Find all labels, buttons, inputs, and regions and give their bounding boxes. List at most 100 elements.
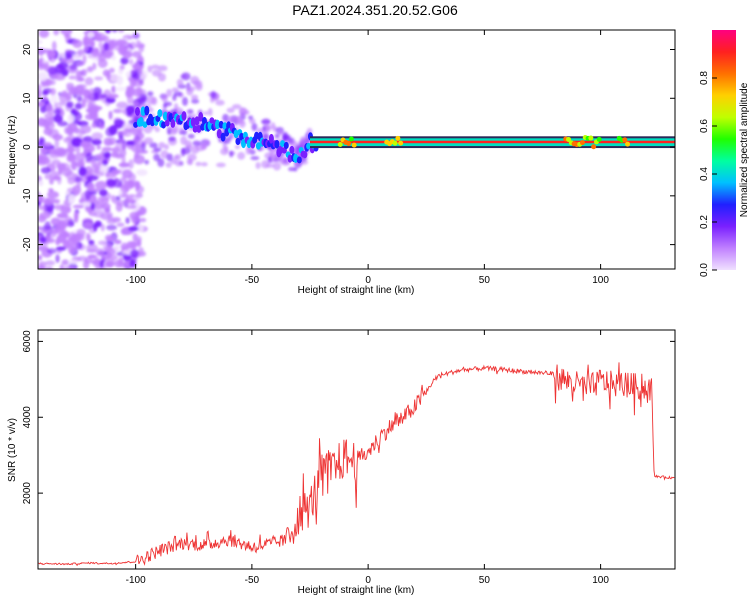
spectrogram-blob (120, 243, 129, 250)
spectrogram-blob (61, 259, 70, 266)
spectrogram-blob (124, 184, 130, 193)
spectrogram-blob (138, 251, 147, 257)
spectrogram-blob (108, 137, 117, 145)
spectrogram-blob (40, 197, 49, 204)
spectrogram-blob (118, 189, 123, 197)
spectrogram-blob (38, 30, 50, 38)
spectrogram-ridge-blob (192, 125, 198, 133)
spectrogram-blob (45, 80, 50, 86)
spectrogram-blob (49, 79, 56, 86)
spectrogram-blob (235, 115, 240, 125)
spectrogram-band-blob (351, 142, 357, 148)
spectrogram-y-tick-label: -20 (22, 237, 33, 252)
spectrogram-blob (38, 245, 49, 252)
spectrogram-blob (114, 86, 127, 92)
spectrogram-blob (52, 134, 63, 141)
colorbar-tick-label: 0.8 (699, 71, 710, 85)
spectrogram-blob (122, 50, 133, 59)
spectrogram-ridge (133, 105, 319, 164)
spectrogram-blob (48, 207, 54, 216)
spectrogram-blob (147, 91, 154, 97)
spectrogram-blob (73, 127, 81, 134)
colorbar-gradient (712, 30, 736, 270)
snr-frame (37, 329, 676, 570)
spectrogram-ridge-blob (220, 132, 226, 142)
spectrogram-blob (57, 120, 69, 127)
spectrogram-blob (56, 233, 67, 244)
spectrogram-blob (41, 225, 51, 231)
spectrogram-blob (56, 148, 69, 158)
spectrogram-blob (112, 108, 124, 114)
spectrogram-blob (134, 61, 141, 71)
spectrogram-blob (173, 91, 183, 97)
spectrogram-blob (130, 249, 140, 258)
spectrogram-blob (90, 202, 96, 211)
spectrogram-blob (120, 57, 129, 65)
spectrogram-blob (191, 98, 200, 104)
spectrogram-blob (153, 147, 162, 152)
spectrogram-blob (66, 187, 77, 194)
spectrogram-blob (105, 126, 115, 137)
spectrogram-band-blob (398, 140, 404, 146)
spectrogram-blob (181, 96, 189, 106)
spectrogram-x-tick-label: -100 (126, 275, 146, 286)
snr-y-tick-label: 4000 (22, 406, 33, 429)
spectrogram-blob (73, 53, 79, 60)
spectrogram-blob (234, 145, 241, 150)
spectrogram-blob (228, 150, 234, 158)
spectrogram-blob (127, 226, 139, 232)
spectrogram-y-tick-label: -10 (22, 188, 33, 203)
spectrogram-blob (92, 62, 97, 70)
spectrogram-blob (166, 153, 173, 162)
spectrogram-blob (261, 160, 270, 169)
spectrogram-blob (131, 73, 141, 80)
spectrogram-blob (105, 171, 110, 178)
spectrogram-blob (74, 161, 84, 168)
spectrogram-blob (132, 233, 138, 242)
spectrogram-blob (125, 204, 137, 209)
spectrogram-blob (60, 206, 72, 214)
spectrogram-blob (102, 159, 109, 166)
spectrogram-blob (95, 180, 108, 190)
spectrogram-blob (42, 119, 51, 129)
spectrogram-blob (266, 124, 272, 132)
spectrogram-band-core (310, 140, 675, 144)
spectrogram-blob (84, 77, 94, 86)
snr-x-tick-label: 100 (592, 575, 609, 586)
spectrogram-blob (94, 32, 106, 42)
spectrogram-x-tick-label: 50 (479, 275, 491, 286)
spectrogram-blob (38, 89, 42, 99)
spectrogram-ridge-blob (140, 106, 146, 117)
spectrogram-blob (108, 110, 113, 120)
spectrogram-blob (120, 176, 127, 182)
spectrogram-blob (95, 248, 105, 257)
spectrogram-blob (110, 170, 119, 176)
spectrogram-blob (154, 126, 160, 133)
spectrogram-ridge-blob (302, 151, 308, 159)
spectrogram-ridge-blob (287, 154, 293, 163)
spectrogram-blob (176, 78, 184, 87)
spectrogram-blob (67, 259, 79, 265)
spectrogram-blob (133, 134, 141, 143)
spectrogram-blob (65, 170, 75, 181)
spectrogram-blob (53, 30, 60, 36)
spectrogram-blob (250, 156, 260, 161)
spectrogram-blob (187, 133, 195, 139)
spectrogram-blob (51, 40, 57, 51)
spectrogram-blob (210, 91, 217, 99)
spectrogram-band-blob (395, 135, 401, 141)
spectrogram-blob (190, 94, 199, 101)
spectrogram-blob (56, 212, 69, 219)
spectrogram-blob (86, 175, 99, 181)
spectrogram-blob (125, 88, 132, 99)
snr-x-tick-label: 50 (479, 575, 491, 586)
spectrogram-blob (85, 152, 93, 162)
spectrogram-blob (163, 101, 173, 107)
spectrogram-blob (118, 162, 130, 168)
colorbar-tick-label: 0.0 (699, 263, 710, 277)
spectrogram-blob (45, 103, 53, 112)
spectrogram-blob (127, 198, 137, 205)
spectrogram-blob (106, 257, 115, 268)
colorbar-tick-label: 0.4 (699, 167, 710, 181)
spectrogram-blob (201, 162, 208, 167)
